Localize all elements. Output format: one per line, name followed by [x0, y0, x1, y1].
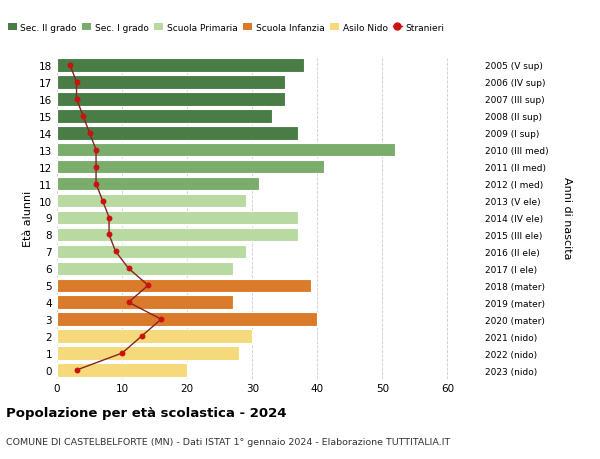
- Point: [78, 113, 88, 120]
- Bar: [57, 245, 246, 258]
- Point: [85, 130, 94, 137]
- Y-axis label: Età alunni: Età alunni: [23, 190, 34, 246]
- Bar: [57, 262, 233, 275]
- Point: [65, 62, 75, 69]
- Point: [91, 180, 101, 188]
- Text: Popolazione per età scolastica - 2024: Popolazione per età scolastica - 2024: [6, 406, 287, 419]
- Y-axis label: Anni di nascita: Anni di nascita: [562, 177, 572, 259]
- Point: [124, 299, 133, 306]
- Point: [124, 265, 133, 273]
- Point: [72, 79, 82, 86]
- Bar: [57, 279, 311, 292]
- Point: [143, 282, 153, 289]
- Text: COMUNE DI CASTELBELFORTE (MN) - Dati ISTAT 1° gennaio 2024 - Elaborazione TUTTIT: COMUNE DI CASTELBELFORTE (MN) - Dati IST…: [6, 437, 450, 446]
- Point: [72, 367, 82, 374]
- Bar: [57, 347, 239, 360]
- Point: [117, 350, 127, 357]
- Bar: [57, 296, 233, 309]
- Point: [104, 231, 114, 239]
- Bar: [57, 194, 246, 208]
- Point: [137, 333, 146, 340]
- Bar: [57, 178, 259, 191]
- Bar: [57, 110, 272, 123]
- Bar: [57, 313, 317, 326]
- Bar: [57, 228, 298, 242]
- Point: [98, 197, 107, 205]
- Bar: [57, 330, 252, 343]
- Point: [157, 316, 166, 323]
- Point: [111, 248, 121, 256]
- Bar: [57, 76, 285, 90]
- Point: [72, 96, 82, 103]
- Bar: [57, 59, 304, 73]
- Point: [91, 163, 101, 171]
- Bar: [57, 93, 285, 106]
- Bar: [57, 211, 298, 225]
- Point: [91, 147, 101, 154]
- Bar: [57, 364, 187, 377]
- Bar: [57, 161, 324, 174]
- Bar: [57, 144, 395, 157]
- Point: [104, 214, 114, 222]
- Bar: [57, 127, 298, 140]
- Legend: Sec. II grado, Sec. I grado, Scuola Primaria, Scuola Infanzia, Asilo Nido, Stran: Sec. II grado, Sec. I grado, Scuola Prim…: [4, 20, 448, 36]
